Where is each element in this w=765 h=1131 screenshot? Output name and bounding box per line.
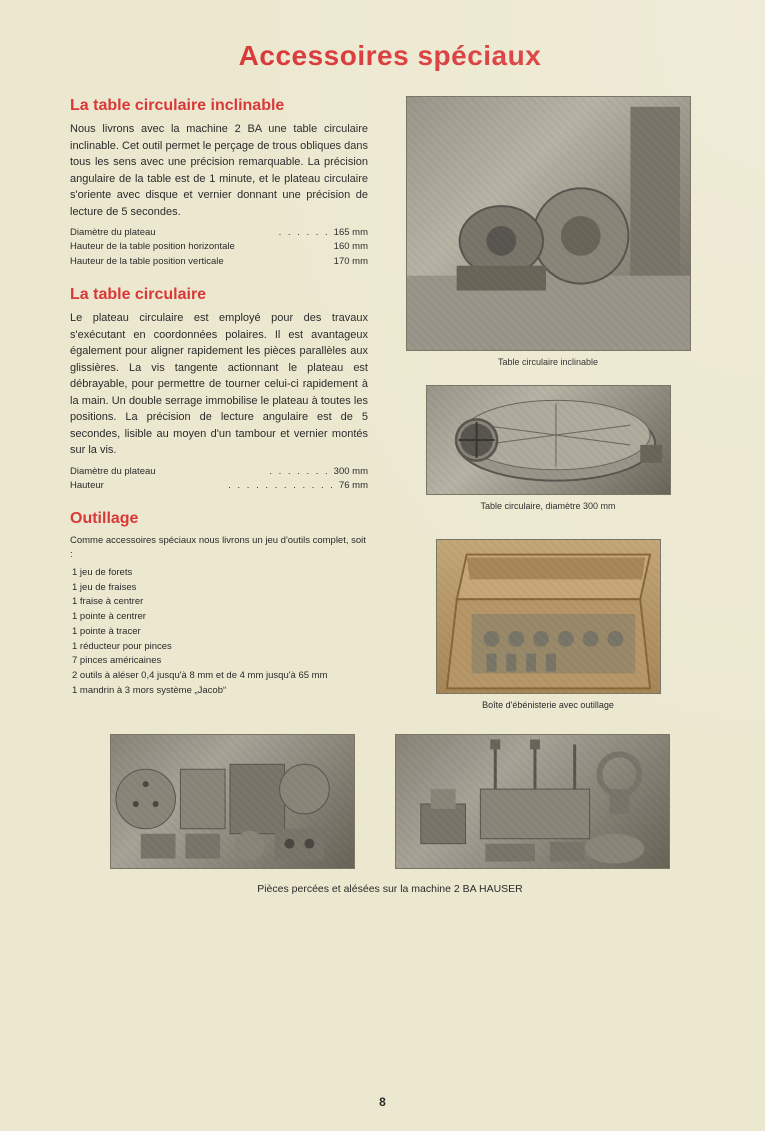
rotary-table-icon <box>427 385 670 495</box>
image-3-caption: Boîte d'ébénisterie avec outillage <box>482 700 614 710</box>
image-1-caption: Table circulaire inclinable <box>498 357 598 367</box>
page-title: Accessoires spéciaux <box>70 40 710 72</box>
image-tool-box <box>436 539 661 694</box>
section-3-intro: Comme accessoires spéciaux nous livrons … <box>70 534 368 561</box>
spec-value: 160 mm <box>334 240 368 254</box>
spec-label: Diamètre du plateau <box>70 226 275 240</box>
spec-line: Hauteur de la table position verticale 1… <box>70 255 368 269</box>
spec-value: 165 mm <box>334 226 368 240</box>
spec-line: Hauteur . . . . . . . . . . . . 76 mm <box>70 479 368 493</box>
machined-parts-left-icon <box>111 734 354 869</box>
section-1-text: La table circulaire inclinable Nous livr… <box>70 96 368 722</box>
spec-label: Hauteur de la table position verticale <box>70 255 334 269</box>
spec-dots: . . . . . . <box>279 226 330 240</box>
list-item: 2 outils à aléser 0,4 jusqu'à 8 mm et de… <box>72 669 368 684</box>
spec-dots: . . . . . . . <box>269 465 329 479</box>
list-item: 1 pointe à tracer <box>72 625 368 640</box>
image-table-circulaire <box>426 385 671 495</box>
list-item: 1 fraise à centrer <box>72 595 368 610</box>
spec-label: Hauteur de la table position horizontale <box>70 240 334 254</box>
images-column: Table circulaire inclinable Table circul… <box>386 96 710 722</box>
spec-line: Hauteur de la table position horizontale… <box>70 240 368 254</box>
machined-parts-right-icon <box>396 734 669 869</box>
spec-value: 300 mm <box>334 465 368 479</box>
list-item: 7 pinces américaines <box>72 654 368 669</box>
spec-label: Hauteur <box>70 479 224 493</box>
spec-line: Diamètre du plateau . . . . . . 165 mm <box>70 226 368 240</box>
bottom-caption: Pièces percées et alésées sur la machine… <box>70 883 710 895</box>
machine-illustration-icon <box>407 96 690 351</box>
list-item: 1 jeu de forets <box>72 566 368 581</box>
catalog-page: Accessoires spéciaux La table circulaire… <box>0 0 765 1131</box>
spec-line: Diamètre du plateau . . . . . . . 300 mm <box>70 465 368 479</box>
section-2-title: La table circulaire <box>70 285 368 304</box>
spec-dots: . . . . . . . . . . . . <box>228 479 335 493</box>
image-pieces-right <box>395 734 670 869</box>
toolbox-icon <box>437 539 660 694</box>
section-1-row: La table circulaire inclinable Nous livr… <box>70 96 710 722</box>
image-pieces-left <box>110 734 355 869</box>
bottom-images-row <box>70 734 710 869</box>
list-item: 1 pointe à centrer <box>72 610 368 625</box>
image-table-inclinable <box>406 96 691 351</box>
spec-value: 76 mm <box>339 479 368 493</box>
section-2-body: Le plateau circulaire est employé pour d… <box>70 310 368 459</box>
section-3-title: Outillage <box>70 509 368 528</box>
outillage-list: 1 jeu de forets 1 jeu de fraises 1 frais… <box>70 566 368 698</box>
section-1-title: La table circulaire inclinable <box>70 96 368 115</box>
list-item: 1 réducteur pour pinces <box>72 640 368 655</box>
list-item: 1 jeu de fraises <box>72 581 368 596</box>
page-number: 8 <box>379 1095 386 1109</box>
image-2-caption: Table circulaire, diamètre 300 mm <box>480 501 615 511</box>
spec-label: Diamètre du plateau <box>70 465 265 479</box>
list-item: 1 mandrin à 3 mors système „Jacob“ <box>72 684 368 699</box>
spec-value: 170 mm <box>334 255 368 269</box>
section-1-body: Nous livrons avec la machine 2 BA une ta… <box>70 121 368 220</box>
